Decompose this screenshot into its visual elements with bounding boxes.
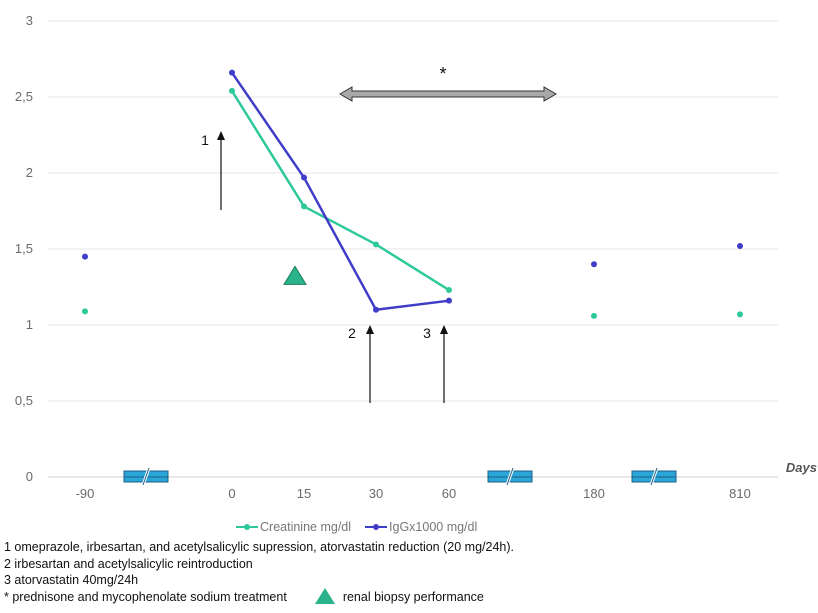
y-tick-label: 2	[26, 165, 33, 180]
axis-break-marker	[487, 467, 533, 486]
data-point-creatinine	[446, 287, 452, 294]
x-tick-label: -90	[76, 486, 95, 501]
biopsy-triangle	[283, 265, 307, 285]
footnote-3: 3 atorvastatin 40mg/24h	[4, 573, 139, 587]
legend: Creatinine mg/dl IgGx1000 mg/dl	[236, 520, 477, 534]
data-point-creatinine	[737, 311, 743, 318]
x-tick-label: 30	[369, 486, 383, 501]
axis-break-slash	[650, 467, 658, 486]
data-point-creatinine	[82, 308, 88, 315]
legend-item-creatinine: Creatinine mg/dl	[236, 520, 351, 534]
footnote-biopsy: renal biopsy performance	[342, 589, 484, 604]
data-point-creatinine	[301, 203, 307, 210]
legend-swatch-igg	[365, 522, 388, 532]
arrowhead-2	[366, 325, 374, 334]
axis-break-slash	[506, 467, 514, 486]
legend-item-igg: IgGx1000 mg/dl	[365, 520, 477, 534]
x-tick-label: 15	[297, 486, 311, 501]
footnote-4: * prednisone and mycophenolate sodium tr…	[4, 587, 514, 606]
x-tick-label: 810	[729, 486, 751, 501]
legend-swatch-creatinine	[236, 522, 258, 532]
x-axis-title: Days	[786, 460, 817, 475]
chart: * 1 2 3 0 0,5 1 1,5 2 2,5 3 -90 0 15 30 60 180 810 Days	[15, 13, 817, 501]
y-tick-label: 3	[26, 13, 33, 28]
data-point-igg	[737, 242, 743, 249]
arrowhead-1	[217, 131, 225, 140]
data-point-creatinine	[229, 87, 235, 94]
y-tick-label: 1,5	[15, 241, 33, 256]
data-point-igg	[82, 253, 88, 260]
arrow-label-2: 2	[348, 325, 356, 341]
axis-break-marker	[123, 467, 169, 486]
data-point-igg	[446, 297, 452, 304]
triangle-icon	[314, 587, 335, 604]
x-tick-label: 0	[228, 486, 235, 501]
footnote-star: * prednisone and mycophenolate sodium tr…	[4, 589, 287, 604]
legend-label-igg: IgGx1000 mg/dl	[389, 520, 478, 534]
y-tick-label: 2,5	[15, 89, 33, 104]
axis-break-slash	[142, 467, 150, 486]
x-tick-label: 60	[442, 486, 456, 501]
arrow-label-1: 1	[201, 132, 209, 148]
y-tick-label: 0	[26, 469, 33, 484]
y-tick-label: 1	[26, 317, 33, 332]
footnotes: 1 omeprazole, irbesartan, and acetylsali…	[4, 539, 514, 605]
arrowhead-3	[440, 325, 448, 334]
treatment-star-label: *	[439, 64, 446, 84]
legend-label-creatinine: Creatinine mg/dl	[260, 520, 352, 534]
data-point-igg	[373, 306, 379, 313]
data-point-igg	[229, 69, 235, 76]
footnote-2: 2 irbesartan and acetylsalicylic reintro…	[4, 556, 253, 571]
y-tick-label: 0,5	[15, 393, 33, 408]
series-line-creatinine	[230, 90, 450, 292]
data-point-igg	[301, 174, 307, 181]
axis-break-marker	[631, 467, 677, 486]
footnote-1: 1 omeprazole, irbesartan, and acetylsali…	[4, 540, 514, 554]
data-point-creatinine	[373, 241, 379, 248]
x-tick-label: 180	[583, 486, 605, 501]
data-point-creatinine	[591, 312, 597, 319]
series-line-igg	[230, 71, 450, 312]
treatment-double-arrow	[339, 86, 557, 102]
data-point-igg	[591, 261, 597, 268]
arrow-label-3: 3	[423, 325, 431, 341]
